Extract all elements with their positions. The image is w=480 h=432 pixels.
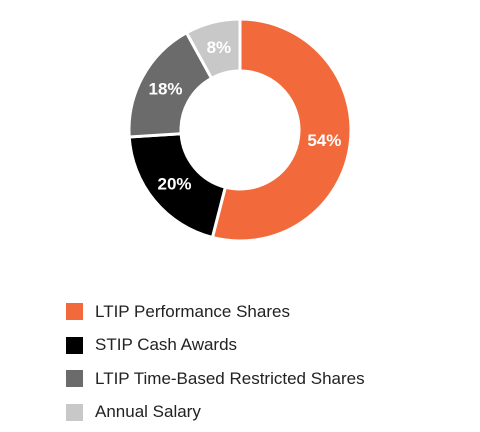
slice-value-label: 8% — [207, 38, 232, 57]
legend-label: LTIP Time-Based Restricted Shares — [95, 368, 365, 388]
slice-value-label: 20% — [157, 175, 191, 194]
slice-value-label: 18% — [148, 80, 182, 99]
donut-slice-4 — [184, 17, 242, 81]
slice-value-label: 54% — [307, 131, 341, 150]
legend-label: LTIP Performance Shares — [95, 301, 290, 321]
legend-item: LTIP Performance Shares — [66, 295, 365, 329]
donut-slice-1 — [210, 17, 353, 243]
legend-label: STIP Cash Awards — [95, 335, 238, 355]
legend-item: Annual Salary — [66, 396, 365, 430]
legend-swatch — [66, 336, 83, 354]
donut-slices — [127, 17, 353, 243]
donut-chart: 54% 20% 18% 8% — [127, 17, 353, 243]
legend-swatch — [66, 403, 83, 421]
donut-value-labels: 54% 20% 18% 8% — [148, 38, 341, 194]
legend-item: STIP Cash Awards — [66, 329, 365, 363]
legend-label: Annual Salary — [95, 402, 201, 422]
legend-swatch — [66, 303, 83, 321]
legend-swatch — [66, 370, 83, 388]
legend-item: LTIP Time-Based Restricted Shares — [66, 362, 365, 396]
chart-legend: LTIP Performance Shares STIP Cash Awards L… — [66, 295, 365, 429]
